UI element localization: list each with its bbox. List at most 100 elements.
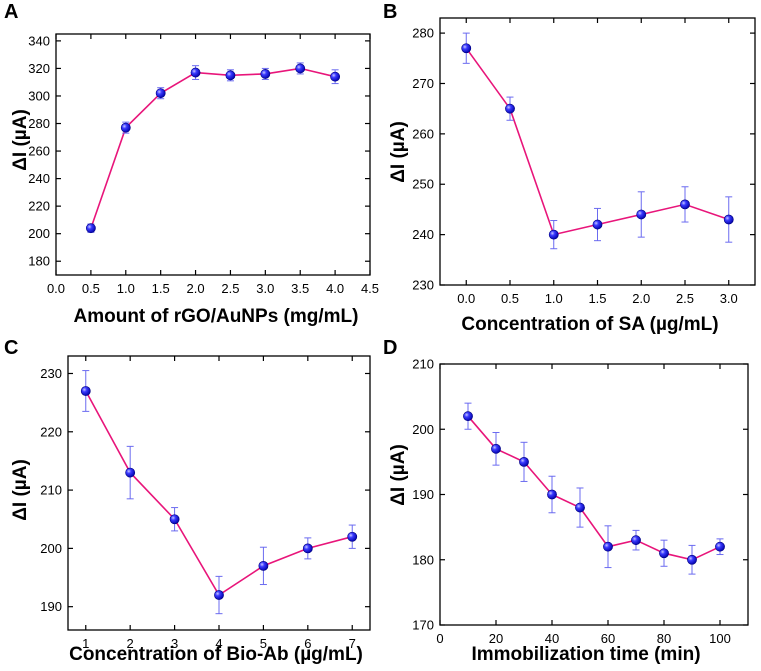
y-tick-label: 280 xyxy=(28,116,50,131)
data-point xyxy=(505,103,515,114)
x-tick-label: 4.5 xyxy=(361,281,379,296)
x-tick-label: 0.5 xyxy=(82,281,100,296)
y-tick-label: 240 xyxy=(28,171,50,186)
plot-area-a: 0.0 0.5 1.0 1.5 2.0 2.5 3.0 3.5 4.0 4.5 180 200 220 2… xyxy=(28,33,379,296)
data-point xyxy=(491,443,501,454)
x-tick-label: 3 xyxy=(171,636,178,651)
x-tick-label: 1.0 xyxy=(545,291,563,306)
data-point xyxy=(659,548,669,559)
data-point xyxy=(592,219,603,230)
x-axis-title-c: Concentration of Bio-Ab (µg/mL) xyxy=(69,644,363,665)
data-point xyxy=(258,560,269,571)
data-point xyxy=(169,514,180,525)
data-point xyxy=(548,229,559,240)
y-tick-label: 200 xyxy=(28,226,50,241)
y-tick-label: 300 xyxy=(28,88,50,103)
x-tick-label: 2.0 xyxy=(187,281,205,296)
y-tick-label: 220 xyxy=(28,199,50,214)
panel-label-a: A xyxy=(4,1,18,23)
x-tick-label: 0.0 xyxy=(47,281,65,296)
x-tick-label: 3.0 xyxy=(256,281,274,296)
y-tick-label: 260 xyxy=(28,144,50,159)
y-axis-title-c: ΔI (µA) xyxy=(10,459,31,521)
series-line-b xyxy=(465,47,730,236)
data-point xyxy=(225,70,236,81)
panel-label-c: C xyxy=(4,337,18,359)
axes-frame-a xyxy=(55,33,371,276)
x-tick-label: 40 xyxy=(545,631,559,646)
y-tick-label: 230 xyxy=(412,278,434,293)
data-point xyxy=(125,467,136,478)
data-point xyxy=(302,543,313,554)
y-tick-label: 320 xyxy=(28,61,50,76)
x-tick-label: 0.0 xyxy=(457,291,475,306)
x-tick-label: 0.5 xyxy=(501,291,519,306)
data-point xyxy=(687,554,697,565)
x-tick-label: 1 xyxy=(82,636,89,651)
x-tick-label: 6 xyxy=(304,636,311,651)
data-point xyxy=(519,456,529,467)
y-tick-label: 260 xyxy=(412,126,434,141)
x-tick-label: 2.5 xyxy=(221,281,239,296)
x-tick-label: 2 xyxy=(127,636,134,651)
panel-label-d: D xyxy=(383,337,397,359)
data-point xyxy=(214,590,224,600)
x-tick-label: 2.0 xyxy=(632,291,650,306)
x-tick-label: 3.5 xyxy=(291,281,309,296)
data-point xyxy=(547,489,557,500)
y-tick-label: 190 xyxy=(40,599,62,614)
data-point xyxy=(680,199,690,210)
data-point xyxy=(295,63,306,74)
x-tick-label: 0 xyxy=(436,631,443,646)
x-axis-title-a: Amount of rGO/AuNPs (mg/mL) xyxy=(74,306,359,327)
data-point xyxy=(80,386,91,396)
x-tick-label: 4 xyxy=(215,636,222,651)
y-tick-label: 190 xyxy=(412,487,434,502)
x-tick-label: 3.0 xyxy=(720,291,738,306)
x-axis-title-b: Concentration of SA (µg/mL) xyxy=(461,314,718,335)
data-point xyxy=(575,502,585,513)
plot-area-b: 0.0 0.5 1.0 1.5 2.0 2.5 3.0 230 240 250 260 270 280 xyxy=(412,17,756,306)
x-tick-label: 4.0 xyxy=(326,281,344,296)
x-tick-label: 1.0 xyxy=(117,281,135,296)
data-point xyxy=(260,69,271,79)
panel-a: A 0.0 0.5 1.0 1.5 2.0 2.5 3.0 3.5 4.0 4.5 180 200 22… xyxy=(4,1,379,327)
y-axis-title-a: ΔI (µA) xyxy=(10,109,31,171)
x-tick-label: 1.5 xyxy=(152,281,170,296)
y-axis-title-d: ΔI (µA) xyxy=(388,444,409,506)
x-tick-label: 5 xyxy=(260,636,267,651)
series-line-d xyxy=(467,415,721,561)
y-tick-label: 230 xyxy=(40,366,62,381)
y-axis-title-b: ΔI (µA) xyxy=(388,121,409,183)
axes-frame-b xyxy=(439,17,756,286)
y-tick-label: 280 xyxy=(412,26,434,41)
data-point xyxy=(636,209,647,220)
data-point xyxy=(461,43,472,54)
data-point xyxy=(330,71,341,82)
x-tick-label: 2.5 xyxy=(676,291,694,306)
data-point xyxy=(631,535,641,546)
y-tick-label: 270 xyxy=(412,76,434,91)
x-axis-title-d: Immobilization time (min) xyxy=(471,644,700,665)
data-point xyxy=(723,214,734,225)
x-tick-label: 20 xyxy=(489,631,503,646)
x-tick-label: 60 xyxy=(601,631,615,646)
data-point xyxy=(603,541,613,552)
y-tick-label: 340 xyxy=(28,33,50,48)
data-point xyxy=(463,411,473,422)
data-point xyxy=(155,88,166,99)
panel-label-b: B xyxy=(383,1,397,23)
y-tick-label: 180 xyxy=(28,254,50,269)
y-tick-label: 170 xyxy=(412,618,434,633)
y-tick-label: 210 xyxy=(412,357,434,372)
panel-c: C 1 2 3 4 5 6 7 190 200 210 220 230 Concentration o… xyxy=(4,337,371,665)
x-tick-label: 7 xyxy=(349,636,356,651)
data-point xyxy=(347,531,358,542)
data-point xyxy=(85,223,96,234)
y-tick-label: 240 xyxy=(412,227,434,242)
data-point xyxy=(190,67,201,78)
series-line-c xyxy=(85,390,353,597)
y-tick-label: 210 xyxy=(40,483,62,498)
plot-area-c: 1 2 3 4 5 6 7 190 200 210 220 230 xyxy=(40,355,371,651)
y-tick-label: 220 xyxy=(40,424,62,439)
